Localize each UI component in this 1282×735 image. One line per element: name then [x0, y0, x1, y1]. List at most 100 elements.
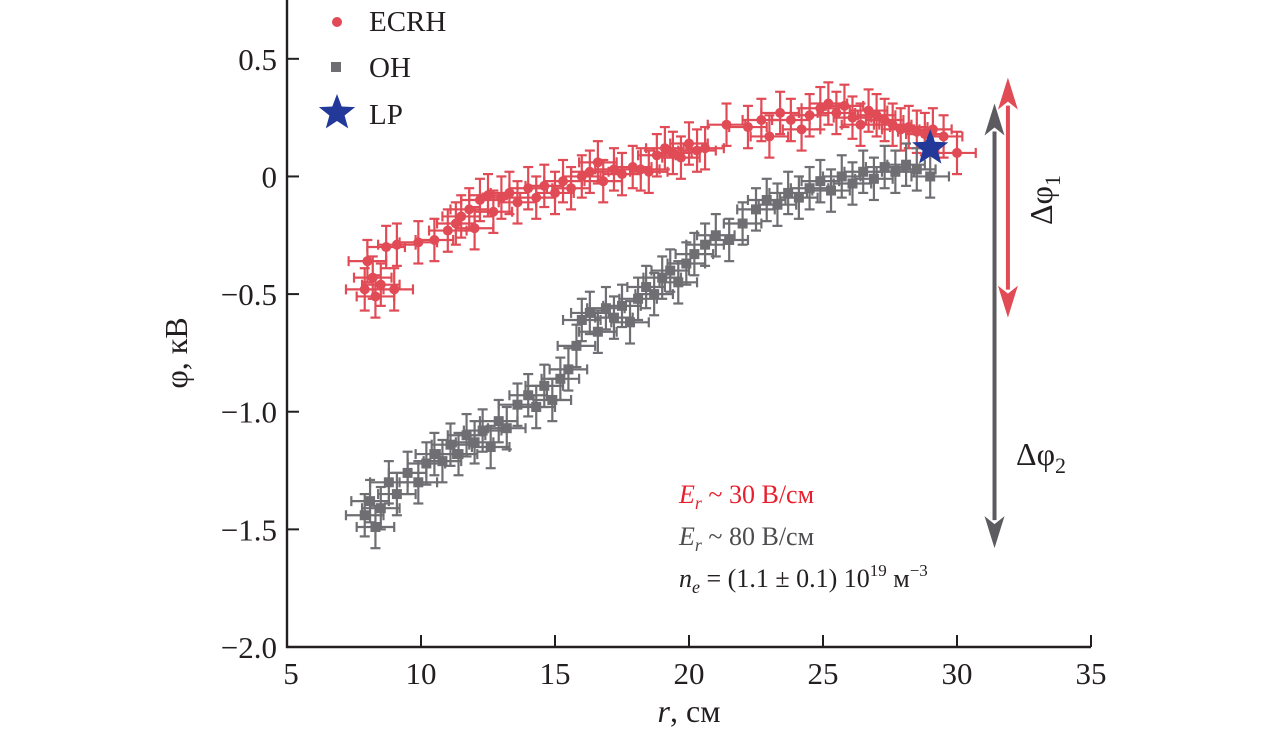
oh-point [592, 326, 603, 337]
ecrh-point [550, 187, 560, 198]
delta-phi-2-label: Δφ2 [1016, 436, 1066, 478]
oh-point [429, 449, 440, 460]
annotation-er-ecrh: Er ~ 30 В/см [678, 480, 814, 513]
ecrh-point [442, 225, 453, 236]
ecrh-point [651, 150, 662, 161]
annotations: Er ~ 30 В/см Er ~ 80 В/см ne = (1.1 ± 0.… [678, 480, 928, 597]
ecrh-series [359, 98, 962, 302]
x-ticks: 5 10 15 20 25 30 35 [283, 635, 1107, 691]
ecrh-point [911, 126, 922, 137]
oh-point [576, 314, 587, 325]
legend-ecrh-label: ECRH [369, 6, 446, 38]
ecrh-point [831, 107, 842, 118]
ecrh-point [839, 100, 850, 111]
oh-point [391, 489, 402, 500]
y-tick-label: −2.0 [221, 630, 277, 665]
oh-point [571, 340, 582, 351]
ecrh-point [938, 131, 949, 142]
oh-point [625, 317, 636, 328]
oh-point [710, 230, 721, 241]
oh-point [383, 477, 394, 488]
y-tick-label: 0.5 [238, 42, 277, 77]
x-tick-label: 15 [540, 656, 571, 691]
ecrh-point [903, 122, 914, 133]
ecrh-point [643, 166, 654, 177]
y-ticks: 0.5 0 −0.5 −1.0 −1.5 −2.0 [221, 42, 299, 665]
oh-point [673, 277, 684, 288]
oh-point [359, 510, 370, 521]
ecrh-point [523, 183, 534, 194]
ecrh-point [919, 129, 930, 140]
arrow-head-up-icon [997, 77, 1018, 110]
x-tick-label: 30 [942, 656, 973, 691]
oh-point [657, 272, 668, 283]
oh-point [761, 194, 772, 205]
ecrh-point [389, 284, 400, 295]
ecrh-point [558, 176, 569, 187]
oh-point [421, 458, 432, 469]
delta-phi-arrows [984, 77, 1018, 549]
ecrh-point [488, 206, 499, 217]
ecrh-point [375, 279, 386, 290]
oh-point [512, 399, 523, 410]
ecrh-point [721, 119, 732, 130]
oh-point [493, 416, 504, 427]
oh-point [547, 394, 558, 405]
oh-point [445, 439, 456, 450]
ecrh-point [566, 183, 577, 194]
oh-point [649, 289, 660, 300]
delta-phi-2-arrow [984, 103, 1005, 549]
ecrh-point [474, 194, 485, 205]
oh-point [665, 265, 676, 276]
oh-point [365, 496, 376, 507]
ecrh-point [847, 112, 858, 123]
oh-point [437, 456, 448, 467]
x-tick-label: 10 [406, 656, 437, 691]
oh-point [370, 522, 381, 533]
oh-point [901, 159, 912, 170]
x-tick-label: 20 [674, 656, 705, 691]
ecrh-point [785, 114, 796, 125]
oh-point [584, 307, 595, 318]
oh-point [641, 282, 652, 293]
ecrh-point [381, 242, 392, 253]
oh-point [772, 199, 783, 210]
ecrh-point [855, 119, 866, 130]
ecrh-point [483, 190, 493, 201]
legend-oh-label: OH [369, 52, 411, 84]
oh-point [402, 467, 413, 478]
oh-point [793, 192, 804, 203]
oh-point [453, 449, 464, 460]
ecrh-point [531, 192, 542, 203]
oh-series [359, 159, 936, 533]
ecrh-point [815, 103, 826, 114]
ecrh-point [627, 162, 638, 173]
oh-point [911, 164, 922, 175]
legend-ecrh-marker [332, 17, 342, 27]
oh-point [858, 166, 869, 177]
x-tick-label: 25 [808, 656, 839, 691]
ecrh-point [756, 114, 767, 125]
ecrh-point [796, 124, 807, 135]
oh-point [836, 171, 847, 182]
oh-point [501, 423, 512, 434]
oh-point [633, 293, 644, 304]
y-axis-label: φ, кВ [158, 317, 194, 388]
ecrh-point [684, 138, 694, 149]
oh-point [804, 183, 815, 194]
ecrh-point [429, 234, 440, 245]
ecrh-point [742, 122, 753, 133]
oh-point [783, 187, 794, 198]
legend: ECRH OH LP [318, 6, 446, 131]
ecrh-point [469, 223, 480, 234]
annotation-er-oh: Er ~ 80 В/см [678, 522, 814, 555]
ecrh-point [700, 143, 711, 154]
oh-point [751, 204, 761, 215]
ecrh-point [692, 145, 703, 156]
ecrh-point [608, 164, 619, 175]
y-tick-label: −1.5 [221, 512, 277, 547]
oh-point [555, 373, 566, 384]
y-tick-label: −1.0 [221, 395, 277, 430]
legend-oh-marker [331, 62, 341, 72]
